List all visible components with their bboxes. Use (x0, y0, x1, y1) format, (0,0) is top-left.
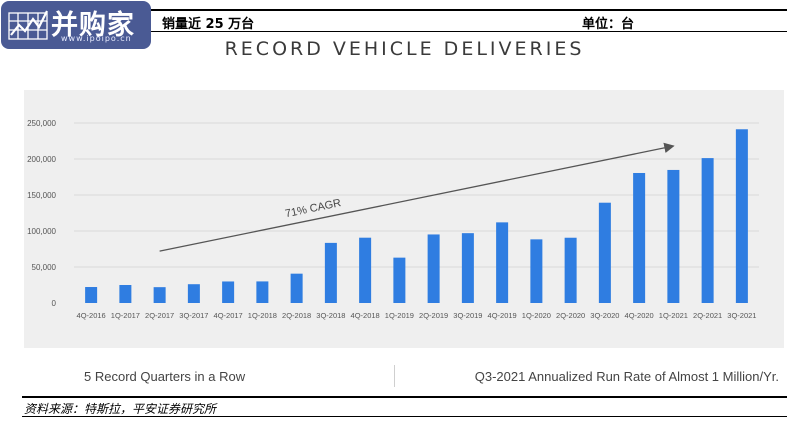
bar (153, 287, 166, 303)
bar (530, 239, 543, 303)
logo-url: www.ipoipo.cn (61, 34, 132, 43)
chart-area: 0 50,000 100,000 150,000 200,000 250,000 4Q-20… (24, 90, 784, 348)
bar (461, 233, 474, 303)
source-rule (22, 396, 787, 398)
chart-growth-icon (8, 10, 48, 40)
bar (119, 285, 132, 303)
footer-band: 5 Record Quarters in a Row Q3-2021 Annua… (22, 357, 787, 391)
bar (324, 242, 337, 303)
bar (667, 169, 680, 303)
x-tick-label: 4Q-2017 (214, 311, 243, 320)
bar (187, 284, 200, 303)
caption-rule (22, 31, 787, 32)
caption-title: 销量近 25 万台 (162, 17, 255, 32)
caption-unit: 单位：台 (582, 17, 635, 32)
x-tick-label: 3Q-2018 (316, 311, 345, 320)
bar (256, 281, 269, 303)
bar (564, 237, 577, 303)
bar (85, 287, 98, 303)
footer-left-text: 5 Record Quarters in a Row (84, 369, 246, 384)
y-tick-label: 50,000 (32, 263, 57, 272)
x-tick-label: 1Q-2017 (111, 311, 140, 320)
x-tick-label: 4Q-2019 (488, 311, 517, 320)
x-tick-label: 3Q-2019 (453, 311, 482, 320)
source-note: 资料来源：特斯拉，平安证券研究所 (24, 402, 217, 416)
x-tick-label: 2Q-2018 (282, 311, 311, 320)
x-tick-label: 4Q-2016 (77, 311, 106, 320)
x-tick-label: 2Q-2021 (693, 311, 722, 320)
bar (633, 172, 646, 303)
bar (427, 234, 440, 303)
y-tick-label: 0 (52, 299, 57, 308)
top-rule (22, 9, 787, 11)
x-tick-label: 3Q-2021 (727, 311, 756, 320)
bar (393, 257, 406, 303)
bar (222, 281, 235, 303)
x-tick-label: 4Q-2020 (625, 311, 654, 320)
x-tick-label: 3Q-2017 (179, 311, 208, 320)
cagr-arrow (159, 142, 675, 252)
x-tick-label: 2Q-2017 (145, 311, 174, 320)
bar (290, 273, 303, 303)
bar (735, 129, 748, 303)
x-tick-label: 2Q-2020 (556, 311, 585, 320)
x-tick-label: 1Q-2018 (248, 311, 277, 320)
bar (701, 158, 714, 303)
caption-bar: 销量近 25 万台 单位：台 (22, 11, 787, 32)
y-tick-label: 150,000 (27, 191, 56, 200)
footer-divider (394, 365, 395, 387)
cagr-label: 71% CAGR (284, 197, 342, 220)
x-tick-label: 2Q-2019 (419, 311, 448, 320)
bar (496, 222, 509, 303)
footer-right-text: Q3-2021 Annualized Run Rate of Almost 1 … (474, 369, 779, 384)
logo-text: 并购家 (51, 10, 135, 41)
watermark-logo: 并购家 www.ipoipo.cn (1, 1, 151, 49)
chart-title: RECORD VEHICLE DELIVERIES (224, 38, 585, 60)
x-tick-label: 1Q-2020 (522, 311, 551, 320)
x-tick-label: 3Q-2020 (590, 311, 619, 320)
x-tick-label: 1Q-2019 (385, 311, 414, 320)
bar-chart: 0 50,000 100,000 150,000 200,000 250,000 4Q-20… (27, 119, 759, 320)
y-tick-label: 250,000 (27, 119, 56, 128)
x-tick-label: 4Q-2018 (351, 311, 380, 320)
bottom-rule (22, 416, 787, 417)
x-tick-label: 1Q-2021 (659, 311, 688, 320)
y-tick-label: 100,000 (27, 227, 56, 236)
bar (359, 237, 372, 303)
bar (598, 202, 611, 303)
y-tick-label: 200,000 (27, 155, 56, 164)
